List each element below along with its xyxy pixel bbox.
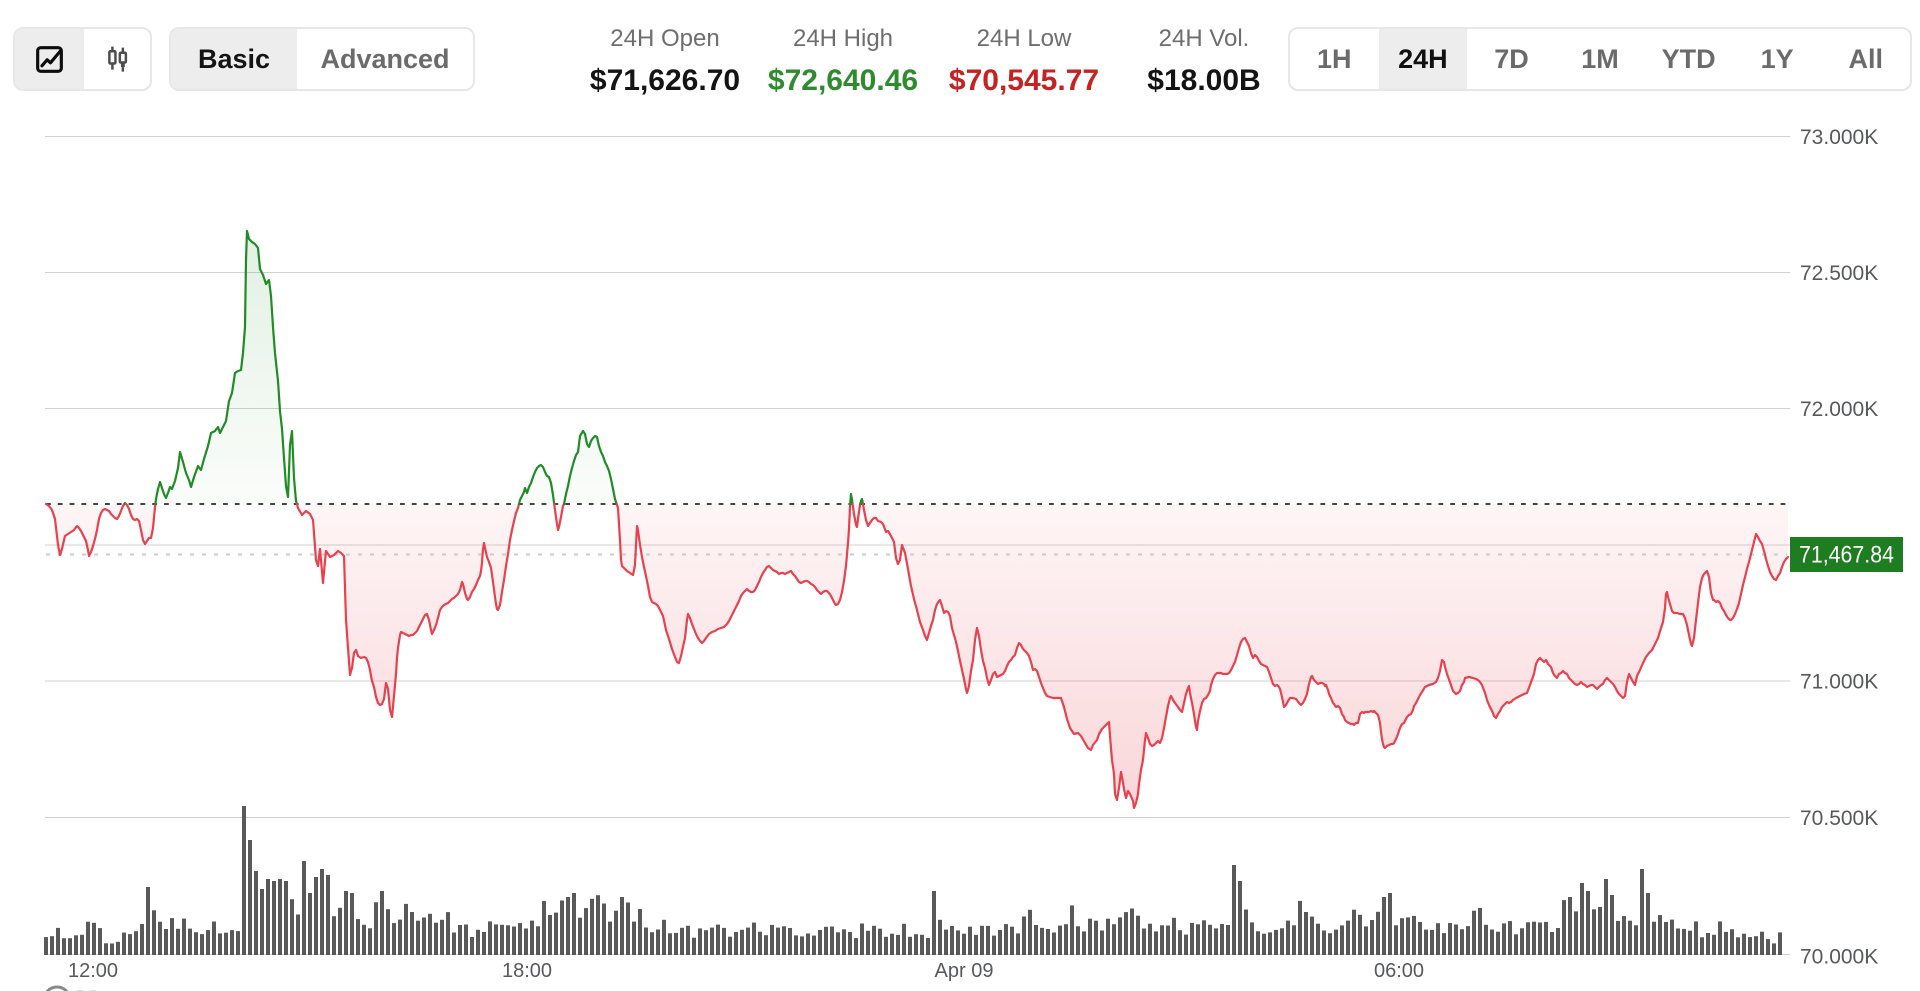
- svg-text:71.000K: 71.000K: [1800, 671, 1878, 694]
- svg-text:12:00: 12:00: [68, 960, 118, 982]
- svg-text:18:00: 18:00: [502, 960, 552, 982]
- svg-text:Apr 09: Apr 09: [935, 960, 994, 982]
- svg-text:70.000K: 70.000K: [1800, 946, 1878, 969]
- svg-text:73.000K: 73.000K: [1800, 126, 1878, 149]
- svg-text:72.500K: 72.500K: [1800, 262, 1878, 285]
- svg-text:72.000K: 72.000K: [1800, 398, 1878, 421]
- svg-text:70.500K: 70.500K: [1800, 807, 1878, 830]
- svg-text:71,467.84: 71,467.84: [1799, 542, 1894, 569]
- svg-text:06:00: 06:00: [1374, 960, 1424, 982]
